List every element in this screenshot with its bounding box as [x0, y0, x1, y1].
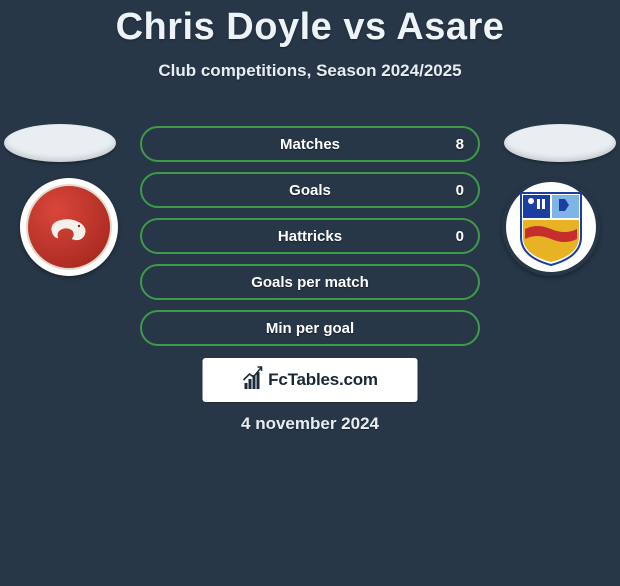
stat-row-goals: Goals 0 [140, 172, 480, 208]
stat-label: Min per goal [266, 320, 354, 337]
shield-icon [517, 187, 585, 267]
brand-watermark: FcTables.com [203, 358, 418, 402]
club-badge-right [502, 178, 600, 276]
date-label: 4 november 2024 [0, 414, 620, 434]
stat-value-right: 8 [456, 136, 464, 153]
club-badge-left [20, 178, 118, 276]
stat-value-right: 0 [456, 228, 464, 245]
stat-label: Matches [280, 136, 340, 153]
stat-row-goals-per-match: Goals per match [140, 264, 480, 300]
stat-label: Goals per match [251, 274, 369, 291]
player-photo-placeholder-left [4, 124, 116, 162]
subtitle: Club competitions, Season 2024/2025 [0, 61, 620, 81]
stat-value-right: 0 [456, 182, 464, 199]
stats-list: Matches 8 Goals 0 Hattricks 0 Goals per … [140, 126, 480, 356]
page-title: Chris Doyle vs Asare [0, 6, 620, 49]
barchart-icon [242, 371, 264, 389]
player-photo-placeholder-right [504, 124, 616, 162]
stat-row-min-per-goal: Min per goal [140, 310, 480, 346]
stat-label: Goals [289, 182, 331, 199]
stat-row-hattricks: Hattricks 0 [140, 218, 480, 254]
brand-text: FcTables.com [268, 370, 378, 390]
stat-label: Hattricks [278, 228, 342, 245]
shrimp-icon [46, 214, 92, 244]
stat-row-matches: Matches 8 [140, 126, 480, 162]
